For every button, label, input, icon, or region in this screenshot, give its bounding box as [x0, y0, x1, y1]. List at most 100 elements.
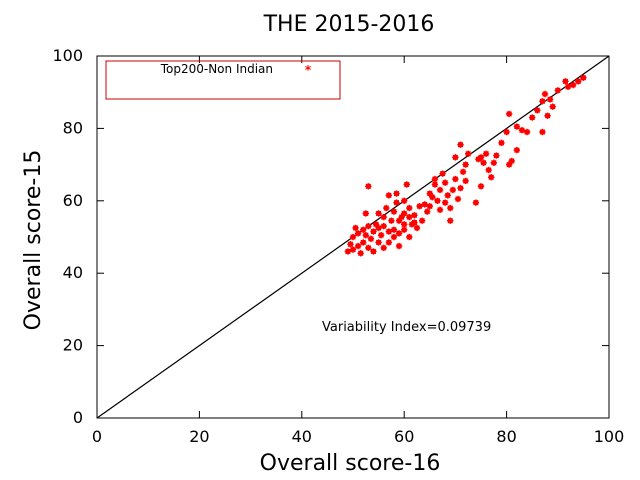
x-tick-label: 40 [292, 427, 312, 446]
data-point [482, 150, 490, 157]
data-point [406, 233, 413, 241]
data-point [449, 186, 457, 194]
data-point [444, 192, 451, 199]
data-point [562, 78, 569, 85]
data-point [357, 250, 364, 257]
data-point [385, 192, 393, 199]
data-point [395, 242, 403, 250]
data-point [472, 199, 480, 206]
data-point [544, 112, 551, 119]
data-point [401, 197, 408, 205]
legend-label: Top200-Non Indian [160, 62, 273, 76]
data-point [505, 161, 513, 168]
x-tick-label: 0 [92, 427, 102, 446]
data-point [534, 107, 541, 114]
y-tick-label: 80 [63, 118, 83, 137]
data-point [380, 222, 387, 230]
data-point [375, 239, 382, 246]
x-axis-label: Overall score-16 [260, 451, 441, 476]
legend-box [105, 60, 341, 100]
data-point [385, 228, 393, 235]
data-point [393, 190, 400, 197]
data-point [360, 239, 367, 246]
y-tick-label: 20 [63, 336, 83, 355]
data-point [477, 183, 485, 190]
data-point [375, 224, 382, 232]
data-point [457, 141, 464, 148]
data-point [431, 175, 439, 183]
x-axis-ticks: 0 20 40 60 80 100 [92, 56, 624, 446]
data-point [349, 233, 357, 241]
data-point [505, 110, 513, 118]
data-point [365, 244, 372, 252]
data-point [564, 83, 572, 90]
data-point [421, 201, 428, 208]
data-point [424, 208, 431, 215]
data-point [452, 154, 459, 161]
data-point [385, 239, 393, 246]
data-point [411, 212, 418, 219]
data-point [454, 195, 462, 203]
chart-title: THE 2015-2016 [263, 12, 435, 37]
data-point [529, 114, 536, 121]
data-point [395, 230, 403, 237]
data-point [503, 128, 510, 136]
data-point [401, 226, 408, 233]
y-axis-ticks: 0 20 40 60 80 100 [52, 46, 609, 427]
data-point [569, 81, 577, 89]
x-tick-label: 60 [394, 427, 414, 446]
data-point [395, 217, 403, 224]
data-point [439, 170, 446, 177]
data-point [554, 87, 561, 94]
data-point [362, 210, 369, 217]
y-tick-label: 40 [63, 263, 83, 282]
data-point [380, 244, 387, 252]
data-point [406, 204, 413, 212]
data-point [418, 217, 426, 224]
data-point [380, 213, 387, 221]
data-point [429, 193, 436, 201]
data-point [523, 128, 531, 136]
data-point [349, 246, 357, 253]
data-point [549, 103, 556, 110]
data-point [452, 175, 459, 183]
data-point [406, 213, 413, 221]
data-point [411, 219, 418, 226]
data-point [518, 127, 526, 134]
data-point [377, 231, 385, 239]
variability-index-annotation: Variability Index=0.09739 [322, 320, 491, 335]
data-point [513, 146, 521, 154]
data-point [365, 222, 372, 230]
data-point [546, 96, 554, 103]
data-point [441, 179, 449, 186]
data-point [447, 217, 454, 224]
data-point [393, 199, 400, 206]
data-point [365, 183, 372, 190]
legend-marker: * [305, 63, 312, 77]
data-point [370, 248, 377, 255]
data-point [362, 231, 369, 239]
data-point [462, 177, 469, 185]
data-point [498, 139, 505, 147]
plot-frame [96, 55, 610, 419]
data-point [539, 98, 546, 105]
data-point [352, 224, 359, 232]
data-point [477, 154, 485, 161]
data-point [513, 123, 521, 130]
data-point [390, 208, 398, 215]
data-points [344, 74, 587, 257]
data-point [375, 210, 382, 217]
data-point [347, 241, 354, 248]
data-point [459, 168, 467, 176]
data-point [403, 181, 410, 188]
data-point [580, 74, 587, 81]
data-point [401, 221, 408, 228]
data-point [398, 213, 405, 221]
x-tick-label: 100 [594, 427, 625, 446]
y-tick-label: 100 [52, 46, 83, 65]
data-point [457, 184, 464, 192]
data-point [344, 248, 352, 255]
data-point [413, 224, 421, 232]
data-point [354, 242, 362, 250]
